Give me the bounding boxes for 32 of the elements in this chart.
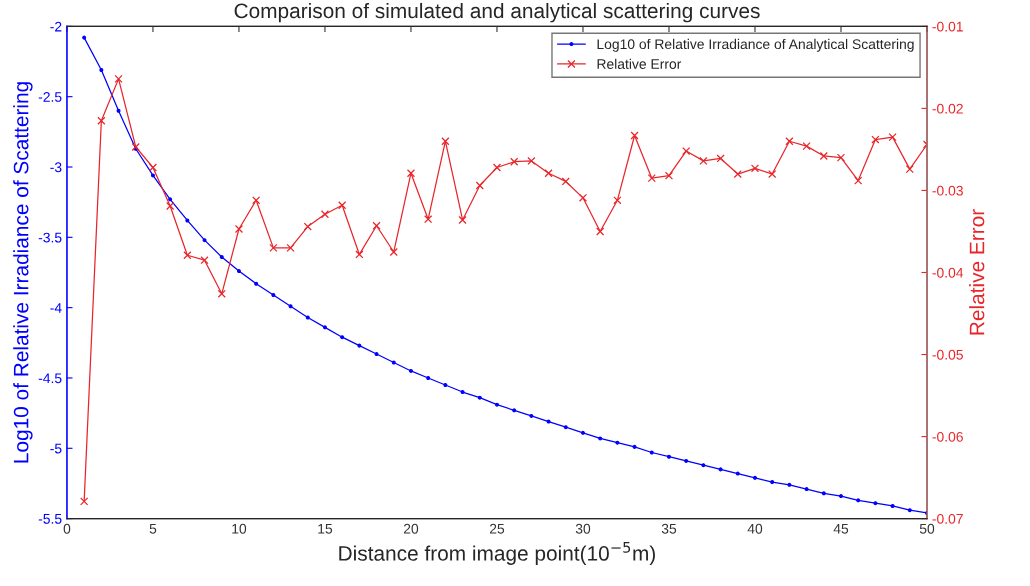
y-tick-label: -5: [50, 443, 62, 454]
y-tick-label: -4.5: [38, 373, 62, 384]
y2-tick-label: -0.07: [932, 513, 963, 524]
legend-label: Log10 of Relative Irradiance of Analytical Scattering: [597, 38, 914, 52]
x-tick-label: 10: [232, 523, 247, 534]
y-tick-label: -2: [50, 21, 62, 32]
x-tick-label: 20: [403, 523, 419, 534]
x-axis-title: Distance from image point(10$^{−5}$m): [339, 541, 655, 565]
x-tick-label: 0: [63, 523, 71, 534]
y-axis-title: Log10 of Relative Irradiance of Scattering: [13, 82, 33, 463]
y2-axis-title: Relative Error: [969, 209, 985, 335]
legend-label: Relative Error: [597, 58, 682, 69]
y2-tick-label: -0.03: [932, 185, 963, 196]
y2-tick-label: -0.02: [932, 103, 963, 114]
y2-tick-label: -0.06: [932, 431, 963, 442]
x-tick-label: 30: [575, 523, 591, 534]
x-tick-label: 35: [661, 523, 677, 534]
y2-tick-label: -0.01: [932, 21, 963, 32]
x-tick-label: 5: [149, 523, 157, 534]
chart-title: Comparison of simulated and analytical scattering curves: [234, 2, 760, 23]
y-tick-label: -2.5: [38, 92, 62, 102]
x-tick-label: 25: [489, 523, 505, 534]
y2-tick-label: -0.05: [932, 349, 963, 360]
y-tick-label: -3: [50, 162, 62, 173]
x-tick-label: 40: [747, 523, 763, 534]
x-tick-label: 45: [833, 523, 849, 534]
y2-tick-label: -0.04: [932, 267, 964, 278]
y-tick-label: -4: [50, 303, 62, 313]
x-tick-label: 50: [919, 523, 935, 534]
y-tick-label: -3.5: [38, 232, 62, 243]
y-tick-label: -5.5: [38, 514, 62, 524]
x-tick-label: 15: [318, 523, 333, 534]
